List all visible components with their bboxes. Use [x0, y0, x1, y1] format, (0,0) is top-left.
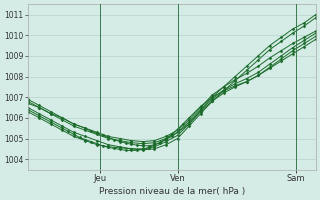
X-axis label: Pression niveau de la mer( hPa ): Pression niveau de la mer( hPa ): [99, 187, 245, 196]
